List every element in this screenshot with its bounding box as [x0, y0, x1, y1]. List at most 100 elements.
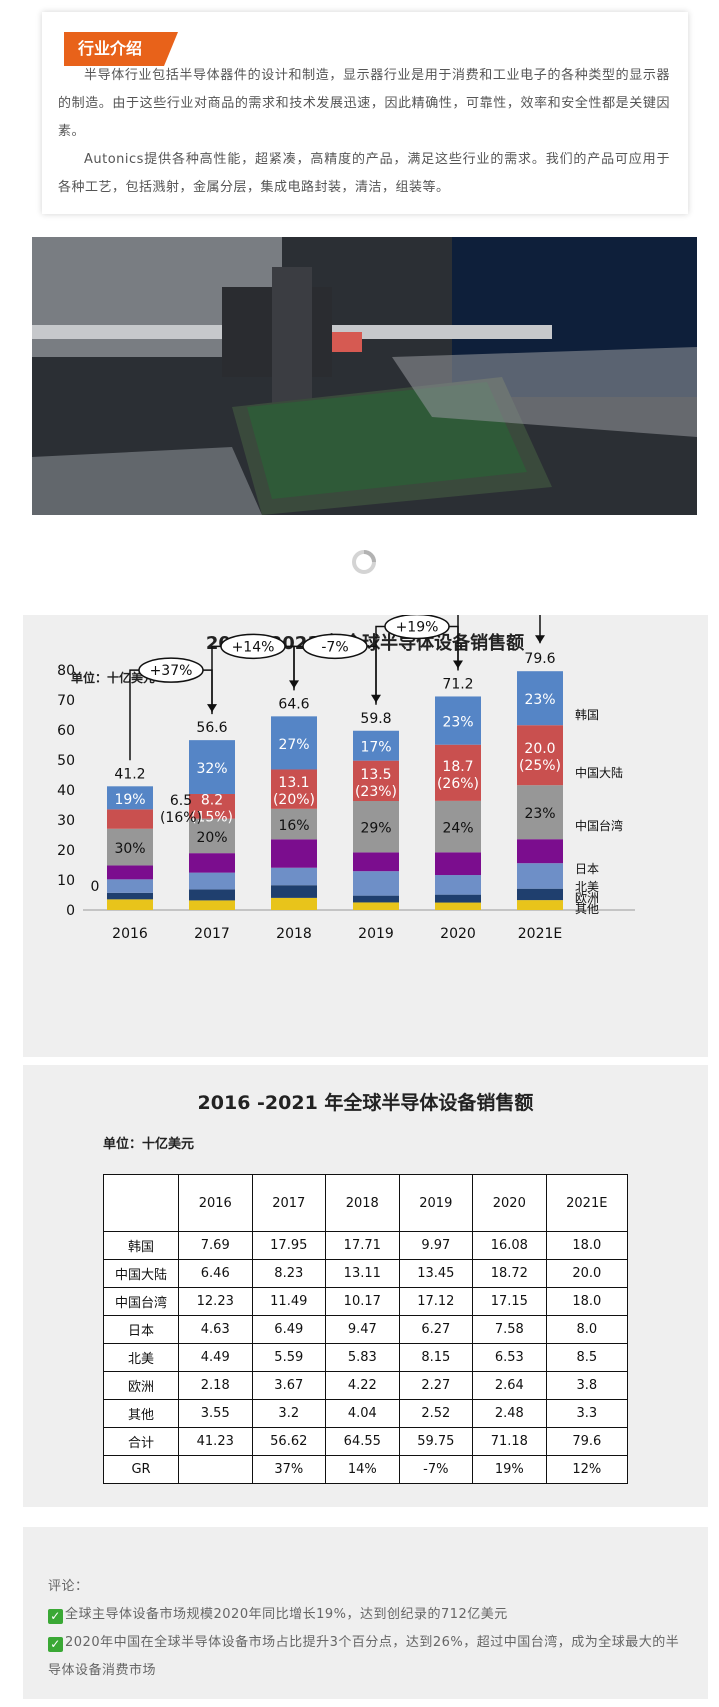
- table-header-cell: [103, 1174, 179, 1232]
- bar-segment: [107, 892, 153, 900]
- table-cell: 10.17: [325, 1287, 400, 1316]
- table-cell: 17.95: [251, 1231, 327, 1260]
- table-cell: 64.55: [325, 1427, 400, 1456]
- table-cell: 2.64: [472, 1371, 547, 1400]
- bar-data-label: 24%: [442, 821, 473, 837]
- table-row-header: 其他: [103, 1399, 179, 1428]
- table-cell: [178, 1455, 253, 1484]
- growth-bubble: [302, 633, 368, 660]
- table-row: 中国台湾 12.23 11.49 10.17 17.12 17.15 18.0: [103, 1287, 629, 1316]
- bar-segment: [435, 894, 481, 903]
- bar-segment: [107, 899, 153, 910]
- bar-data-label: 16%: [278, 818, 309, 834]
- bar-segment: [435, 744, 481, 801]
- chart-unit: 单位：十亿美元: [71, 670, 155, 685]
- bar-segment: [435, 875, 481, 895]
- y-tick-label: 10: [57, 873, 75, 889]
- table-cell: 6.46: [178, 1259, 253, 1288]
- bar-segment: [271, 808, 317, 840]
- intro-card: 行业介绍: [42, 12, 688, 214]
- table-cell: 20.0: [545, 1259, 629, 1288]
- bar-segment: [271, 716, 317, 770]
- table-row: 欧洲 2.18 3.67 4.22 2.27 2.64 3.8: [103, 1371, 629, 1400]
- table-row: 日本 4.63 6.49 9.47 6.27 7.58 8.0: [103, 1315, 629, 1344]
- table-row-header: 日本: [103, 1315, 179, 1344]
- table-row: 合计 41.23 56.62 64.55 59.75 71.18 79.6: [103, 1427, 629, 1456]
- table-cell: 19%: [472, 1455, 547, 1484]
- table-cell: 12.23: [178, 1287, 253, 1316]
- bar-segment: [353, 801, 399, 853]
- bar-data-label: 27%: [278, 737, 309, 753]
- bar-data-label: 29%: [360, 821, 391, 837]
- equipment-photo: [32, 237, 697, 515]
- table-cell: 2.27: [398, 1371, 474, 1400]
- table-cell: 37%: [251, 1455, 327, 1484]
- bar-segment: [107, 828, 153, 866]
- legend-label: 欧洲: [575, 891, 599, 905]
- bar-data-label: 13.1 (20%): [273, 775, 315, 808]
- table-cell: 3.8: [545, 1371, 629, 1400]
- bar-segment: [271, 867, 317, 886]
- table-cell: 4.63: [178, 1315, 253, 1344]
- bar-total-label: 71.2: [442, 676, 473, 692]
- bar-segment: [353, 902, 399, 910]
- bar-segment: [189, 872, 235, 890]
- chart-panel: 2016 -2021 年全球半导体设备销售额 单位：十亿美元 010203040…: [23, 615, 708, 1057]
- intro-text: 半导体行业包括半导体器件的设计和制造，显示器行业是用于消费和工业电子的各种类型的…: [58, 62, 670, 202]
- legend-label: 中国大陆: [575, 765, 623, 780]
- table-cell: 13.11: [325, 1259, 400, 1288]
- table-cell: 14%: [325, 1455, 400, 1484]
- table-row-header: GR: [103, 1455, 179, 1484]
- sales-chart: 2016 -2021 年全球半导体设备销售额 单位：十亿美元 010203040…: [57, 615, 635, 942]
- table-cell: 12%: [545, 1455, 629, 1484]
- bar-total-label: 59.8: [360, 711, 391, 727]
- table-row-header: 韩国: [103, 1231, 179, 1260]
- x-tick-label: 2016: [112, 926, 148, 942]
- table-cell: 6.53: [472, 1343, 547, 1372]
- table-header-cell: 2021E: [545, 1174, 629, 1232]
- table-cell: 17.71: [325, 1231, 400, 1260]
- bar-data-label: 13.5 (23%): [355, 767, 397, 800]
- x-tick-label: 2019: [358, 926, 394, 942]
- table-cell: 4.04: [325, 1399, 400, 1428]
- x-tick-label: 2017: [194, 926, 230, 942]
- table-cell: 3.55: [178, 1399, 253, 1428]
- bar-segment: [107, 786, 153, 810]
- y-tick-label: 50: [57, 753, 75, 769]
- table-cell: 3.3: [545, 1399, 629, 1428]
- table-cell: 16.08: [472, 1231, 547, 1260]
- y-tick-label: 60: [57, 723, 75, 739]
- table-header-cell: 2020: [472, 1174, 547, 1232]
- bar-segment: [271, 769, 317, 809]
- table-row-header: 中国台湾: [103, 1287, 179, 1316]
- table-cell: 2.18: [178, 1371, 253, 1400]
- table-cell: 6.49: [251, 1315, 327, 1344]
- legend-label: 北美: [575, 880, 599, 894]
- bar-data-label: 20%: [196, 830, 227, 846]
- bar-segment: [107, 879, 153, 893]
- bar-segment: [517, 900, 563, 910]
- table-header-cell: 2018: [325, 1174, 400, 1232]
- legend-label: 日本: [575, 862, 599, 876]
- check-mark-icon: ✓: [48, 1609, 63, 1624]
- bar-segment: [517, 839, 563, 864]
- comment-item: ✓ 全球主导体设备市场规模2020年同比增长19%，达到创纪录的712亿美元: [48, 1601, 683, 1629]
- bar-total-label: 64.6: [278, 696, 309, 712]
- x-tick-label: 2021E: [518, 926, 562, 942]
- table-cell: 56.62: [251, 1427, 327, 1456]
- bar-segment: [189, 740, 235, 794]
- x-tick-label: 2020: [440, 926, 476, 942]
- bar-segment: [189, 900, 235, 910]
- legend-label: 中国台湾: [575, 818, 623, 833]
- y-tick-label: 20: [57, 843, 75, 859]
- comment-item: ✓ 2020年中国在全球半导体设备市场占比提升3个百分点，达到26%，超过中国台湾…: [48, 1629, 683, 1685]
- bar-segment: [517, 888, 563, 901]
- table-cell: 18.0: [545, 1287, 629, 1316]
- table-cell: 18.72: [472, 1259, 547, 1288]
- table-header-row: 2016 2017 2018 2019 2020 2021E: [103, 1174, 629, 1232]
- bar-annotation: 6.5 (16%): [160, 793, 202, 826]
- table-header-cell: 2016: [178, 1174, 253, 1232]
- bar-data-label: 17%: [360, 740, 391, 756]
- table-cell: 7.58: [472, 1315, 547, 1344]
- table-cell: 13.45: [398, 1259, 474, 1288]
